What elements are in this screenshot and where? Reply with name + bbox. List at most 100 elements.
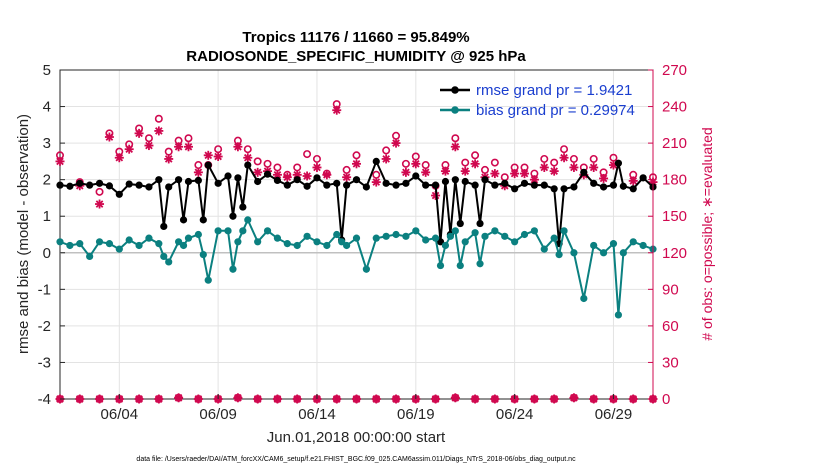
bias-point [66, 241, 74, 250]
bias-point [639, 241, 647, 250]
rmse-point [283, 181, 291, 189]
rmse-point [194, 176, 202, 184]
obs-possible-marker [95, 187, 104, 196]
obs-evaluated-marker [401, 167, 411, 177]
obs-possible-marker [372, 170, 381, 179]
obs-evaluated-marker [203, 150, 213, 160]
rmse-point [199, 216, 207, 224]
obs-evaluated-marker [549, 394, 559, 404]
obs-possible-marker [589, 154, 598, 163]
obs-possible-marker [471, 151, 480, 160]
bias-point [422, 236, 430, 244]
rmse-point [570, 183, 578, 191]
obs-evaluated-marker [322, 170, 332, 180]
obs-evaluated-marker [114, 153, 124, 163]
rmse-point [382, 179, 390, 187]
obs-possible-marker [303, 150, 312, 159]
obs-possible-marker [342, 165, 351, 174]
obs-evaluated-marker [312, 162, 322, 172]
obs-possible-marker [144, 134, 153, 143]
rmse-point [239, 203, 247, 211]
rmse-point [165, 183, 173, 191]
bias-point [619, 249, 627, 257]
bias-point [194, 230, 202, 239]
obs-evaluated-marker [342, 172, 352, 182]
bias-point [629, 238, 637, 246]
bias-point [540, 245, 548, 253]
obs-possible-marker [490, 158, 499, 167]
y-tick-label: 0 [43, 245, 51, 262]
obs-evaluated-marker [183, 142, 193, 152]
bias-point [283, 240, 291, 248]
bias-point [590, 241, 598, 250]
y-tick-label: -3 [38, 354, 51, 371]
obs-evaluated-marker [520, 169, 530, 179]
bias-point [204, 276, 212, 284]
x-tick-label: 06/19 [397, 406, 435, 423]
bias-point [95, 238, 104, 246]
chart-title: Tropics 11176 / 11660 = 95.849% [242, 29, 469, 46]
obs-evaluated-marker [569, 393, 579, 403]
obs-evaluated-marker [549, 166, 559, 176]
obs-evaluated-marker [490, 394, 500, 404]
y-tick-label: -4 [38, 391, 51, 408]
rmse-point [224, 172, 232, 180]
rmse-point [234, 174, 242, 182]
obs-evaluated-marker [470, 394, 480, 404]
obs-evaluated-marker [352, 394, 361, 404]
bias-point [580, 294, 588, 303]
rmse-point [115, 190, 123, 198]
obs-evaluated-marker [332, 105, 342, 115]
rmse-point [629, 185, 637, 193]
rmse-point [619, 182, 627, 190]
rmse-point [214, 179, 222, 187]
x-tick-label: 06/04 [101, 406, 139, 423]
obs-evaluated-marker [164, 154, 174, 164]
bias-point [239, 227, 247, 235]
obs-evaluated-marker [599, 173, 609, 183]
rmse-point [179, 216, 188, 224]
obs-possible-marker [421, 161, 430, 170]
y2-tick-label: 120 [662, 245, 687, 262]
obs-evaluated-marker [134, 128, 144, 138]
bias-point [145, 234, 153, 242]
bias-point [456, 261, 464, 270]
bias-point [555, 251, 563, 259]
rmse-point [56, 181, 64, 189]
rmse-point [560, 185, 568, 193]
bias-point [511, 238, 519, 246]
obs-possible-marker [560, 145, 569, 154]
obs-evaluated-marker [529, 175, 539, 185]
rmse-point [422, 181, 430, 189]
rmse-point [362, 183, 370, 191]
rmse-point [293, 176, 301, 184]
rmse-point [550, 185, 558, 193]
obs-possible-marker [550, 158, 559, 167]
obs-evaluated-marker [431, 394, 441, 404]
bias-point [86, 252, 94, 261]
rmse-point [481, 176, 489, 184]
obs-possible-marker [243, 145, 252, 154]
x-tick-label: 06/29 [595, 406, 633, 423]
bias-point [56, 238, 64, 246]
legend-bias-label: bias grand pr = 0.29974 [476, 102, 635, 119]
rmse-point [491, 181, 499, 189]
obs-evaluated-marker [589, 394, 599, 404]
obs-evaluated-marker [589, 162, 599, 172]
obs-evaluated-marker [144, 141, 154, 151]
rmse-point [501, 179, 509, 187]
obs-possible-marker [461, 158, 470, 167]
obs-possible-marker [253, 157, 262, 166]
obs-evaluated-marker [233, 393, 243, 403]
obs-evaluated-marker [450, 142, 460, 152]
bias-point [451, 227, 459, 235]
bias-point [338, 238, 346, 246]
obs-evaluated-marker [302, 171, 312, 181]
y2-tick-label: 90 [662, 281, 679, 298]
legend-rmse-label: rmse grand pr = 1.9421 [476, 82, 632, 99]
rmse-point [303, 182, 311, 190]
obs-possible-marker [184, 134, 193, 143]
obs-evaluated-marker [75, 394, 85, 404]
rmse-point [76, 179, 84, 187]
obs-possible-marker [164, 147, 173, 156]
